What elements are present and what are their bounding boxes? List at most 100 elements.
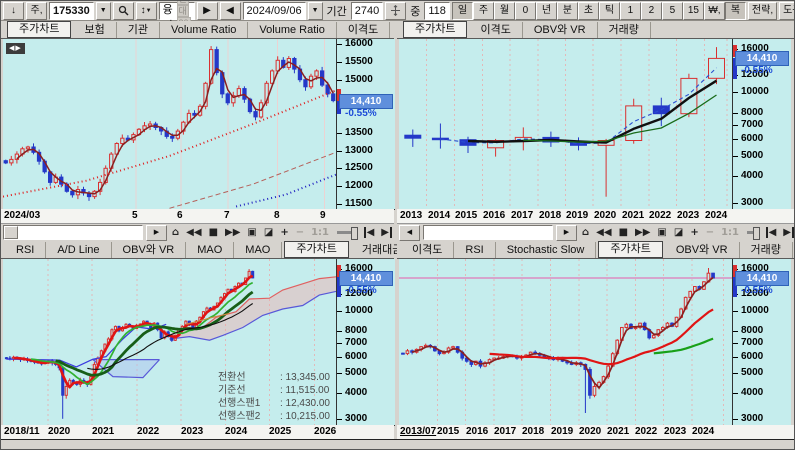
one-to-one-icon[interactable]: 1:1 bbox=[311, 227, 330, 238]
zoom-in-icon[interactable]: + bbox=[280, 227, 289, 238]
zoom-slider[interactable] bbox=[747, 227, 760, 240]
fast-backward-icon[interactable]: ◀◀ bbox=[596, 227, 612, 238]
panel-layout-icon[interactable]: ▣ bbox=[247, 227, 257, 238]
h-scrollbar-track[interactable] bbox=[3, 225, 143, 240]
tab-bl-3[interactable]: MAO bbox=[186, 241, 235, 258]
fast-backward-icon[interactable]: ◀◀ bbox=[186, 227, 202, 238]
tab-tr-3[interactable]: 거래량 bbox=[598, 21, 651, 38]
period-button-2[interactable]: 2 bbox=[640, 1, 662, 20]
y-tick-label: 15000 bbox=[345, 74, 373, 85]
h-scroll-right-button[interactable]: ▶ bbox=[556, 224, 577, 241]
date-input[interactable]: 2024/09/06 bbox=[242, 1, 306, 20]
chart-plot-bottom-left[interactable]: 전환선: 13,345.00 기준선: 11,515.00 선행스팬1: 12,43… bbox=[3, 259, 336, 426]
y-tick-mark bbox=[733, 113, 738, 114]
tab-tl-0[interactable]: 주가차트 bbox=[7, 21, 72, 38]
stock-code-dropdown-icon[interactable]: ▼ bbox=[95, 1, 111, 20]
go-last-icon[interactable]: ▶ bbox=[379, 227, 392, 238]
auto-scroll-icon[interactable]: ⌂ bbox=[172, 227, 180, 238]
period-button-복[interactable]: 복 bbox=[724, 1, 746, 20]
y-tick-label: 6000 bbox=[345, 351, 368, 362]
zoom-out-icon[interactable]: − bbox=[295, 227, 305, 238]
y-tick-mark bbox=[733, 331, 738, 332]
period-button-주[interactable]: 주 bbox=[472, 1, 494, 20]
x-tick-label: 2022 bbox=[635, 426, 658, 437]
price-axis-top-left: 16000 15500 15000 13500 13000 12500 12000 11500… bbox=[336, 39, 395, 210]
tab-bl-1[interactable]: A/D Line bbox=[46, 241, 112, 258]
panel-layout-icon[interactable]: ▣ bbox=[657, 227, 667, 238]
x-tick-label: 2017 bbox=[511, 210, 534, 221]
move-icon[interactable] bbox=[385, 1, 407, 20]
period-button-틱[interactable]: 틱 bbox=[598, 1, 620, 20]
h-scrollbar-thumb[interactable] bbox=[4, 226, 18, 239]
date-forward-icon[interactable]: ◀ bbox=[219, 1, 241, 20]
h-scroll-left-button[interactable]: ◀ bbox=[399, 224, 420, 241]
tab-br-3[interactable]: 주가차트 bbox=[598, 241, 663, 258]
period-input[interactable]: 2740 bbox=[350, 1, 384, 20]
period-button-초[interactable]: 초 bbox=[577, 1, 599, 20]
tab-tr-0[interactable]: 주가차트 bbox=[403, 21, 468, 38]
period-button-월[interactable]: 월 bbox=[493, 1, 515, 20]
stock-name-field[interactable]: JB금융지주 신대30 bbox=[158, 1, 195, 48]
fast-forward-icon[interactable]: ▶▶ bbox=[635, 227, 651, 238]
tab-bl-4[interactable]: MAO bbox=[234, 241, 283, 258]
stop-icon[interactable]: ■ bbox=[208, 227, 219, 238]
annotate-chart-icon[interactable]: ◪ bbox=[263, 227, 274, 238]
tools-button[interactable]: 도구, bbox=[779, 1, 794, 20]
chart-plot-bottom-right[interactable] bbox=[399, 259, 732, 426]
y-tick-label: 7000 bbox=[345, 337, 368, 348]
zoom-slider-handle[interactable] bbox=[752, 227, 760, 240]
tab-tl-4[interactable]: Volume Ratio bbox=[248, 21, 337, 38]
go-last-icon[interactable]: ▶ bbox=[781, 227, 794, 238]
date-back-icon[interactable]: ▶ bbox=[196, 1, 218, 20]
tab-tl-5[interactable]: 이격도 bbox=[337, 21, 391, 38]
y-tick-mark bbox=[337, 186, 342, 187]
auto-scroll-icon[interactable]: ⌂ bbox=[582, 227, 590, 238]
y-tick-mark bbox=[337, 168, 342, 169]
period-button-분[interactable]: 분 bbox=[556, 1, 578, 20]
stop-icon[interactable]: ■ bbox=[618, 227, 629, 238]
fast-forward-icon[interactable]: ▶▶ bbox=[225, 227, 241, 238]
strategy-button[interactable]: 전략, bbox=[747, 1, 778, 20]
count-input[interactable]: 118 bbox=[424, 1, 450, 20]
period-button-15[interactable]: 15 bbox=[682, 1, 704, 20]
dock-button[interactable]: ↓ bbox=[3, 1, 24, 20]
tab-br-4[interactable]: OBV와 VR bbox=[665, 241, 740, 258]
tab-tr-1[interactable]: 이격도 bbox=[469, 21, 523, 38]
period-button-0[interactable]: 0 bbox=[514, 1, 536, 20]
zoom-slider[interactable] bbox=[337, 227, 358, 240]
period-button-1[interactable]: 1 bbox=[619, 1, 641, 20]
period-button-일[interactable]: 일 bbox=[451, 1, 473, 20]
tab-br-0[interactable]: 이격도 bbox=[401, 241, 455, 258]
annotate-chart-icon[interactable]: ◪ bbox=[673, 227, 684, 238]
period-button-[interactable]: ₩, bbox=[703, 1, 725, 20]
tab-tl-3[interactable]: Volume Ratio bbox=[160, 21, 249, 38]
h-scroll-right-button[interactable]: ▶ bbox=[146, 224, 167, 241]
period-button-5[interactable]: 5 bbox=[661, 1, 683, 20]
main-toolbar: ↓ 주, 175330 ▼ ↕▼ JB금융지주 신대30 ▶ ◀ 2024/09… bbox=[1, 1, 794, 48]
stock-kind-button[interactable]: 주, bbox=[26, 1, 47, 20]
tab-bl-0[interactable]: RSI bbox=[5, 241, 47, 258]
chart-plot-top-left[interactable]: ◀▶ bbox=[3, 39, 336, 210]
tab-tl-2[interactable]: 기관 bbox=[117, 21, 160, 38]
tab-bl-5[interactable]: 주가차트 bbox=[284, 241, 349, 258]
go-first-icon[interactable]: ◀ bbox=[765, 227, 779, 238]
period-button-년[interactable]: 년 bbox=[535, 1, 557, 20]
pane-resize-icon[interactable]: ◀▶ bbox=[6, 43, 25, 54]
sort-icon[interactable]: ↕ ▼ bbox=[135, 1, 157, 20]
chart-plot-top-right[interactable] bbox=[399, 39, 732, 210]
go-first-icon[interactable]: ◀ bbox=[363, 227, 377, 238]
zoom-slider-handle[interactable] bbox=[350, 227, 358, 240]
stock-code-input[interactable]: 175330 bbox=[49, 1, 94, 20]
zoom-out-icon[interactable]: − bbox=[705, 227, 715, 238]
tab-br-2[interactable]: Stochastic Slow bbox=[496, 241, 597, 258]
one-to-one-icon[interactable]: 1:1 bbox=[721, 227, 740, 238]
zoom-in-icon[interactable]: + bbox=[690, 227, 699, 238]
h-scrollbar-track[interactable] bbox=[423, 225, 553, 240]
tab-tr-2[interactable]: OBV와 VR bbox=[523, 21, 598, 38]
tab-br-5[interactable]: 거래량 bbox=[740, 241, 793, 258]
date-dropdown-icon[interactable]: ▼ bbox=[307, 1, 323, 20]
tab-tl-1[interactable]: 보험 bbox=[73, 21, 117, 38]
tab-bl-2[interactable]: OBV와 VR bbox=[112, 241, 187, 258]
search-icon[interactable] bbox=[112, 1, 134, 20]
tab-br-1[interactable]: RSI bbox=[454, 241, 496, 258]
